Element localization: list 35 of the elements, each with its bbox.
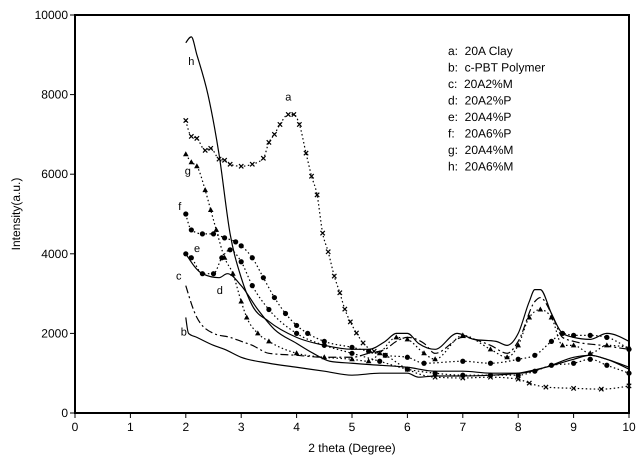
- x-tick-label: 2: [182, 420, 190, 434]
- y-tick-label: 4000: [41, 246, 68, 261]
- series-label: d: [216, 284, 223, 297]
- y-tick-label: 2000: [41, 326, 68, 340]
- annotation: a: 20A Clay: [448, 44, 513, 58]
- y-axis-title: Intensity(a.u.): [9, 178, 23, 250]
- y-tick-label: 10000: [34, 8, 68, 22]
- annotation: d: 20A2%P: [448, 94, 512, 108]
- series-label: g: [184, 165, 191, 178]
- x-axis-title: 2 theta (Degree): [308, 441, 396, 455]
- y-tick-label: 0: [61, 406, 68, 420]
- annotation: h: 20A6%M: [448, 160, 514, 174]
- annotation: e: 20A4%P: [448, 110, 512, 124]
- x-tick-label: 5: [348, 420, 356, 434]
- series-label: h: [188, 56, 194, 68]
- x-tick-label: 7: [459, 420, 466, 434]
- series-label: e: [194, 242, 200, 255]
- x-tick-label: 0: [72, 420, 79, 434]
- annotation: b: c-PBT Polymer: [448, 60, 546, 74]
- x-tick-label: 3: [238, 420, 245, 434]
- x-tick-label: 9: [570, 420, 578, 434]
- x-tick-label: 8: [514, 420, 522, 434]
- x-tick-label: 6: [404, 420, 412, 434]
- x-tick-label: 1: [127, 420, 134, 434]
- y-tick-label: 6000: [41, 167, 68, 182]
- x-tick-label: 4: [293, 420, 300, 434]
- annotation: f: 20A6%P: [448, 126, 512, 140]
- series-label: c: [176, 270, 182, 283]
- series-label: b: [180, 326, 187, 338]
- annotation: g: 20A4%M: [448, 143, 514, 157]
- x-tick-label: 10: [622, 420, 636, 434]
- annotation: c: 20A2%M: [448, 77, 513, 91]
- series-label: f: [178, 201, 182, 213]
- series-label: a: [285, 92, 292, 104]
- y-tick-label: 8000: [41, 88, 68, 102]
